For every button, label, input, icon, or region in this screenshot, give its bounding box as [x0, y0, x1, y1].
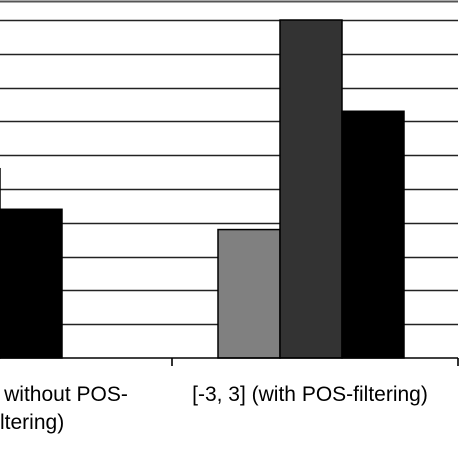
- x-tick-label-line: without POS-: [4, 383, 128, 406]
- x-tick-label-line: [-3, 3] (with POS-filtering): [192, 383, 428, 406]
- bar: [0, 208, 63, 359]
- x-tick-label-line: ltering): [0, 411, 65, 434]
- bars: [0, 19, 405, 359]
- x-tick-label-without-pos-filtering: without POS- ltering): [0, 381, 156, 437]
- x-axis: [0, 357, 459, 366]
- x-tick-label-with-pos-filtering: [-3, 3] (with POS-filtering): [160, 381, 460, 409]
- bar: [279, 19, 343, 359]
- bar: [341, 110, 405, 359]
- bar: [217, 228, 281, 359]
- gridlines: [0, 0, 458, 326]
